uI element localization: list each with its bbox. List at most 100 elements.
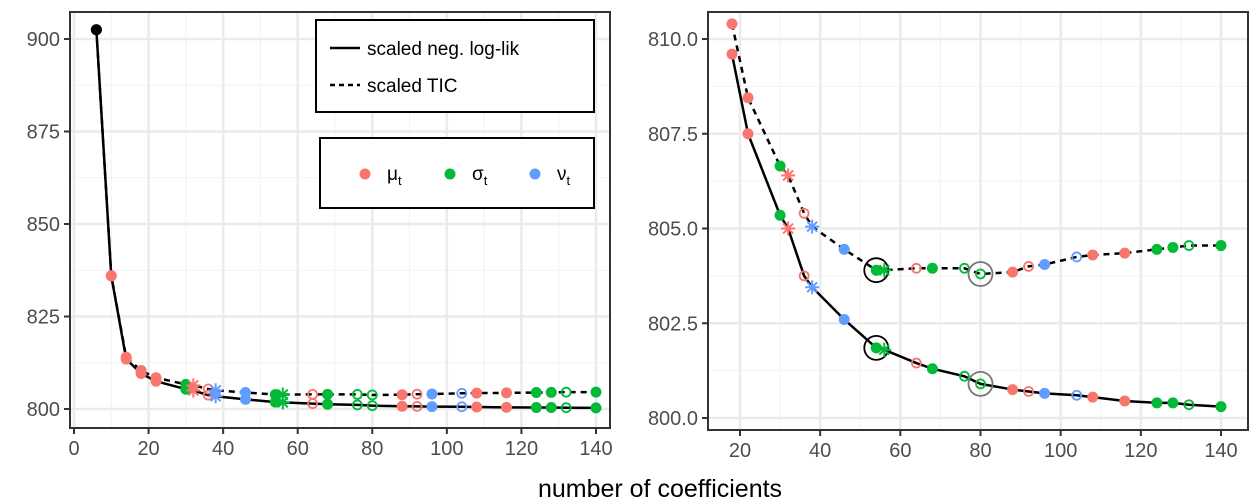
x-tick-label: 140	[1204, 440, 1237, 462]
panel-right: 20 40 60 80 100 120 140 800.0 802.5 805.0 807.5 810…	[648, 11, 1249, 462]
y-tick-label: 807.5	[648, 124, 698, 146]
x-tick-label: 40	[212, 438, 234, 460]
tic-point-mu-92	[411, 388, 423, 400]
tic-point-mu-92	[1023, 260, 1034, 272]
nll-point-nu-96	[1039, 387, 1051, 399]
tic-point-sigma-56	[877, 263, 892, 278]
legend-param-key	[359, 168, 371, 180]
x-tick-label: 100	[1044, 440, 1077, 462]
x-tick-label: 0	[68, 438, 79, 460]
x-axis-label: number of coefficients	[538, 475, 782, 503]
x-tick-label: 20	[137, 438, 159, 460]
nll-point-sigma-56	[877, 342, 892, 357]
highlight-circle	[967, 261, 994, 287]
x-tick-label: 80	[969, 440, 991, 462]
tic-point-mu-18	[726, 18, 738, 30]
tic-point-nu-46	[240, 387, 252, 399]
highlight-circle	[863, 334, 890, 361]
nll-point-sigma-140	[590, 402, 602, 414]
nll-point-sigma-54	[870, 342, 882, 354]
tic-point-mu-116	[1119, 247, 1131, 259]
nll-point-sigma-68	[926, 363, 938, 375]
tic-point-sigma-124	[530, 387, 542, 399]
tic-point-sigma-76	[351, 388, 363, 400]
tic-point-nu-38	[805, 219, 820, 234]
panel-border	[69, 11, 611, 429]
nll-point-nu-38	[805, 280, 820, 295]
tic-point-mu-18	[135, 365, 147, 377]
tic-point-sigma-132	[560, 386, 572, 398]
tic-point-sigma-124	[1151, 243, 1163, 255]
nll-point-mu-64	[910, 357, 922, 369]
nll-point-mu-116	[501, 401, 513, 413]
x-tick-label: 80	[361, 438, 383, 460]
nll-point-mu-88	[1007, 384, 1019, 396]
nll-point-sigma-132	[560, 402, 572, 414]
legend-param-key	[444, 168, 456, 180]
legend-lines: scaled neg. log-lik scaled TIC	[315, 19, 595, 113]
tic-point-mu-64	[307, 388, 319, 400]
nll-point-sigma-124	[1151, 397, 1163, 409]
nll-point-mu-116	[1119, 395, 1131, 407]
tic-point-none-6	[90, 24, 102, 36]
x-tick-label: 60	[287, 438, 309, 460]
tic-point-mu-108	[471, 387, 483, 399]
tic-point-sigma-30	[774, 160, 786, 172]
tic-point-nu-38	[208, 383, 223, 398]
y-tick-label: 850	[27, 214, 60, 236]
tic-point-mu-22	[150, 372, 162, 384]
nll-point-nu-46	[838, 313, 850, 325]
y-tick-label: 805.0	[648, 219, 698, 241]
tic-point-mu-36	[202, 383, 214, 395]
y-tick-label: 800	[27, 399, 60, 421]
nll-point-sigma-80	[975, 378, 986, 390]
tic-point-sigma-128	[545, 386, 557, 398]
nll-point-sigma-76	[959, 370, 970, 382]
y-tick-label: 800.0	[648, 408, 698, 430]
tic-point-nu-96	[1039, 259, 1051, 271]
nll-point-mu-36	[202, 389, 214, 401]
y-tick-label: 802.5	[648, 313, 698, 335]
tic-point-mu-116	[501, 387, 513, 399]
tic-point-sigma-140	[590, 386, 602, 398]
highlight-circle	[967, 370, 994, 397]
nll-point-mu-22	[742, 128, 754, 140]
tic-point-sigma-56	[275, 387, 290, 402]
tic-point-mu-88	[396, 389, 408, 401]
nll-point-sigma-68	[322, 398, 334, 410]
nll-point-nu-104	[456, 401, 468, 413]
tic-point-mu-36	[798, 207, 810, 219]
neg-log-lik-line	[730, 53, 1222, 408]
nll-point-nu-104	[1071, 389, 1083, 401]
nll-point-sigma-80	[366, 400, 378, 412]
nll-point-sigma-124	[530, 402, 542, 414]
nll-point-mu-32	[781, 221, 796, 236]
nll-point-mu-108	[1087, 391, 1099, 403]
tic-point-nu-104	[456, 387, 468, 399]
nll-point-sigma-76	[351, 399, 363, 411]
y-tick-label: 810.0	[648, 29, 698, 51]
nll-point-sigma-30	[774, 209, 786, 221]
tic-point-mu-14	[120, 351, 132, 363]
tic-point-mu-22	[742, 92, 754, 104]
tic-point-sigma-68	[926, 262, 938, 274]
y-tick-label: 900	[27, 29, 60, 51]
tic-point-mu-32	[781, 168, 796, 183]
tic-point-mu-32	[186, 378, 201, 393]
x-tick-label: 140	[579, 438, 612, 460]
nll-point-mu-36	[798, 270, 810, 282]
tic-point-nu-104	[1071, 251, 1083, 263]
y-tick-label: 875	[27, 122, 60, 144]
legend-param-key	[529, 168, 541, 180]
tic-point-mu-88	[1007, 266, 1019, 278]
tic-point-sigma-128	[1167, 241, 1179, 253]
nll-point-sigma-128	[545, 402, 557, 414]
tic-point-sigma-68	[322, 388, 334, 400]
tic-point-sigma-80	[366, 389, 378, 401]
tic-point-sigma-140	[1215, 240, 1227, 252]
nll-point-nu-96	[426, 401, 438, 413]
tic-point-mu-10	[105, 270, 117, 282]
x-tick-label: 40	[809, 440, 831, 462]
tic-line	[95, 29, 596, 397]
